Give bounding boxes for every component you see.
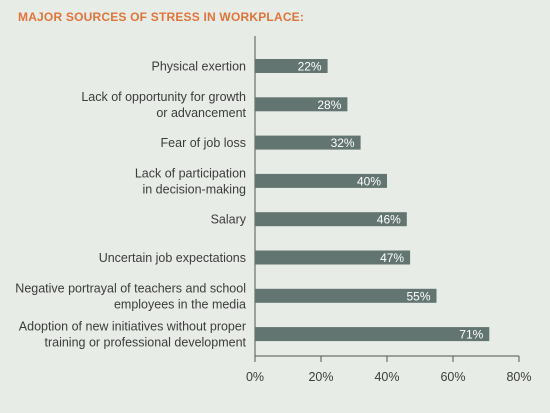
category-label: Salary [211,213,247,227]
bar [255,59,328,73]
x-tick-label: 20% [308,370,333,384]
x-tick-label: 60% [440,370,465,384]
category-label: Physical exertion [152,60,247,74]
bar [255,97,348,112]
category-label: Lack of participation [135,166,246,180]
bar [255,250,411,265]
data-label: 22% [298,60,322,74]
chart-title: MAJOR SOURCES OF STRESS IN WORKPLACE: [18,10,305,24]
data-label: 47% [380,251,404,265]
x-tick-label: 0% [246,370,264,384]
bar [255,288,437,303]
category-label: Uncertain job expectations [99,251,246,265]
data-label: 71% [459,328,483,342]
category-label: training or professional development [44,336,246,350]
category-label: Fear of job loss [161,136,246,150]
data-label: 28% [317,98,341,112]
bar [255,173,387,188]
bar [255,212,407,227]
data-label: 32% [331,136,355,150]
x-tick-label: 40% [374,370,399,384]
category-label: or advancement [156,106,246,120]
category-label: Lack of opportunity for growth [81,90,246,104]
bar [255,327,490,342]
category-label: in decision-making [142,182,246,196]
data-label: 55% [406,289,430,303]
data-label: 40% [357,174,381,188]
category-label: Negative portrayal of teachers and schoo… [15,281,246,295]
bar [255,135,361,150]
data-label: 46% [377,213,401,227]
category-label: Adoption of new initiatives without prop… [19,320,246,334]
x-tick-label: 80% [506,370,531,384]
category-label: employees in the media [114,297,246,311]
